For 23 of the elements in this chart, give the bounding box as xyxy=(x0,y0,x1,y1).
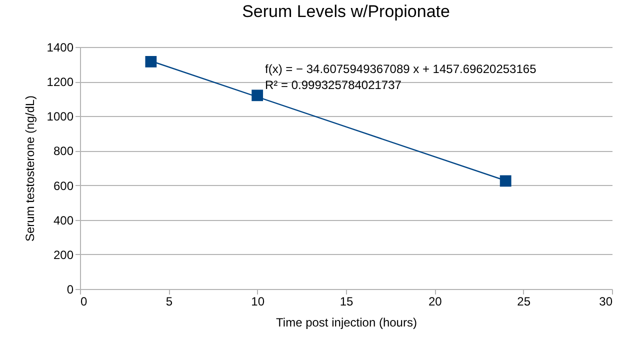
x-tick-label: 0 xyxy=(80,294,88,308)
x-tick-label: 5 xyxy=(166,294,173,308)
y-tick-label: 1000 xyxy=(46,110,74,124)
point xyxy=(145,56,157,68)
x-tick-label: 15 xyxy=(340,294,354,308)
x-tick-label: 10 xyxy=(251,294,265,308)
y-tick-label: 800 xyxy=(53,144,74,158)
x-tick-label: 25 xyxy=(517,294,531,308)
point xyxy=(500,175,512,187)
point xyxy=(252,90,264,102)
y-tick-label: 1400 xyxy=(46,40,74,54)
y-tick-label: 0 xyxy=(66,282,74,296)
x-tick-label: 20 xyxy=(428,294,442,308)
y-tick-label: 1200 xyxy=(46,75,74,90)
y-tick-label: 600 xyxy=(53,178,74,193)
chart-title: Serum Levels w/Propionate xyxy=(242,2,450,21)
annotation: f(x) = − 34.6075949367089 x + 1457.69620253165 xyxy=(265,62,537,76)
y-tick-label: 200 xyxy=(53,248,74,262)
x-axis-title: Time post injection (hours) xyxy=(276,316,417,330)
y-axis-title: Serum testosterone (ng/dL) xyxy=(22,95,37,242)
x-tick-label: 30 xyxy=(599,294,613,308)
y-tick-label: 400 xyxy=(53,213,74,228)
annotation: R² = 0.999325784021737 xyxy=(265,78,402,92)
